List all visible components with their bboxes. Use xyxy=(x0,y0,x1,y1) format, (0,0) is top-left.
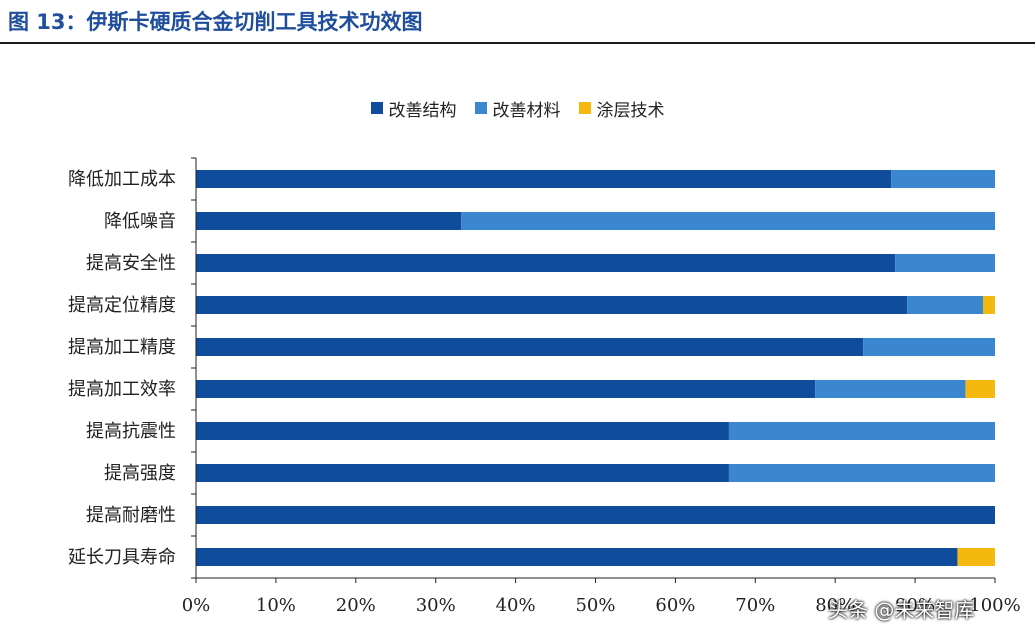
category-label-1: 降低噪音 xyxy=(104,211,176,232)
bar-segment-0-1 xyxy=(891,170,995,188)
legend-swatch-structure xyxy=(370,102,383,114)
bar-segment-1-1 xyxy=(461,212,995,230)
x-tick-label-5: 50% xyxy=(575,595,615,616)
legend-label-coating: 涂层技术 xyxy=(596,100,665,121)
bar-segment-2-1 xyxy=(895,254,995,272)
bar-segment-5-1 xyxy=(815,380,966,398)
category-label-4: 提高加工精度 xyxy=(68,337,176,358)
bar-segment-7-0 xyxy=(196,464,729,482)
legend-label-material: 改善材料 xyxy=(492,100,561,121)
x-tick-label-9: 90% xyxy=(895,595,935,616)
x-tick-label-2: 20% xyxy=(336,595,376,616)
bar-segment-7-1 xyxy=(728,464,995,482)
category-label-2: 提高安全性 xyxy=(86,253,176,274)
x-tick-label-7: 70% xyxy=(735,595,775,616)
legend-item-structure: 改善结构 xyxy=(370,96,457,121)
bar-segment-2-0 xyxy=(196,254,896,272)
x-tick-label-1: 10% xyxy=(256,595,296,616)
legend-swatch-material xyxy=(474,102,487,114)
bar-segment-1-0 xyxy=(196,212,462,230)
bar-segment-6-0 xyxy=(196,422,729,440)
category-label-5: 提高加工效率 xyxy=(68,379,176,400)
bar-segment-9-2 xyxy=(957,548,995,566)
legend-label-structure: 改善结构 xyxy=(388,100,457,121)
bar-segment-5-0 xyxy=(196,380,816,398)
bar-segment-9-0 xyxy=(196,548,958,566)
bar-segment-3-1 xyxy=(907,296,984,314)
bar-segment-3-0 xyxy=(196,296,908,314)
bar-segment-5-2 xyxy=(965,380,995,398)
bar-segment-0-0 xyxy=(196,170,892,188)
category-label-6: 提高抗震性 xyxy=(86,421,176,442)
category-label-7: 提高强度 xyxy=(104,463,176,484)
title-rule xyxy=(0,42,1035,44)
x-tick-label-10: 100% xyxy=(969,595,1020,616)
bar-segment-6-1 xyxy=(728,422,995,440)
legend-item-coating: 涂层技术 xyxy=(578,96,665,121)
figure-title: 图 13：伊斯卡硬质合金切削工具技术功效图 xyxy=(8,10,423,34)
bar-segment-3-2 xyxy=(983,296,995,314)
x-tick-label-8: 80% xyxy=(815,595,855,616)
legend-swatch-coating xyxy=(578,102,591,114)
x-tick-label-0: 0% xyxy=(182,595,211,616)
chart-legend: 改善结构 改善材料 涂层技术 xyxy=(0,96,1035,121)
x-tick-label-3: 30% xyxy=(416,595,456,616)
x-tick-label-4: 40% xyxy=(496,595,536,616)
category-label-9: 延长刀具寿命 xyxy=(68,547,176,568)
legend-item-material: 改善材料 xyxy=(474,96,561,121)
bar-segment-4-1 xyxy=(863,338,995,356)
bar-segment-8-0 xyxy=(196,506,995,524)
category-label-0: 降低加工成本 xyxy=(68,169,176,190)
bar-segment-4-0 xyxy=(196,338,864,356)
x-tick-label-6: 60% xyxy=(655,595,695,616)
category-label-8: 提高耐磨性 xyxy=(86,505,176,526)
watermark: 头条 @未来智库 xyxy=(828,598,975,622)
category-label-3: 提高定位精度 xyxy=(68,295,176,316)
